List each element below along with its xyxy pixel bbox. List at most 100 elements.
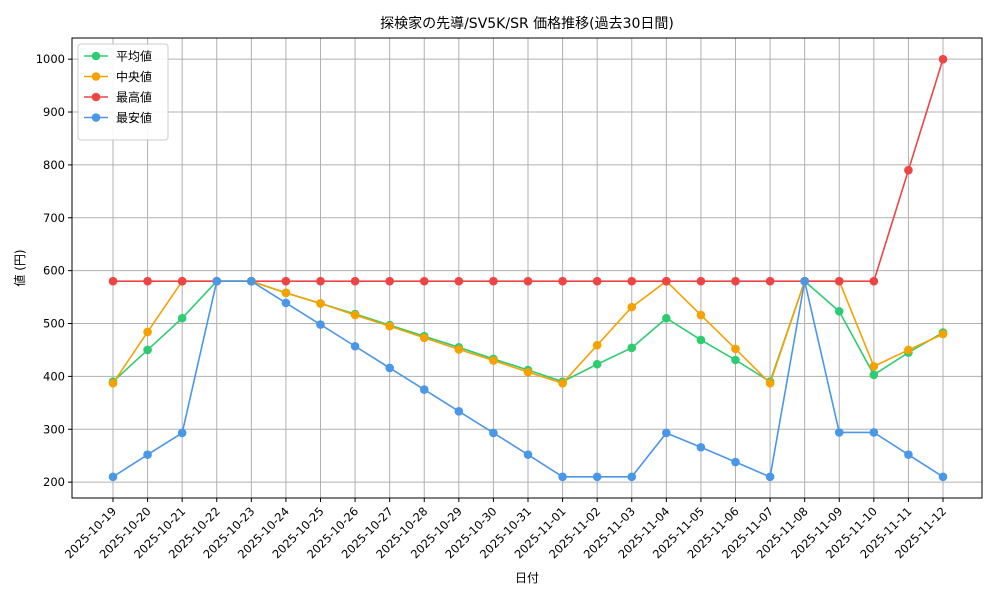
data-point (869, 428, 879, 437)
data-point (281, 276, 291, 286)
data-point (281, 298, 291, 308)
data-point (143, 345, 152, 355)
data-point (834, 276, 844, 286)
data-point (454, 406, 464, 416)
data-point (696, 442, 706, 452)
legend-marker (91, 113, 101, 122)
y-tick-label: 700 (43, 211, 65, 225)
legend-marker (91, 92, 101, 102)
data-point (627, 343, 637, 353)
data-point (523, 367, 533, 377)
data-point (592, 359, 602, 369)
data-point (662, 276, 671, 286)
data-point (143, 276, 152, 286)
data-point (350, 310, 360, 320)
data-point (385, 276, 394, 286)
legend-marker (91, 51, 101, 61)
legend-label: 最安値 (116, 110, 152, 125)
data-point (731, 355, 740, 365)
data-point (385, 321, 394, 331)
data-point (765, 378, 775, 388)
data-point (834, 428, 844, 437)
data-point (247, 276, 256, 286)
data-point (731, 276, 740, 286)
y-tick-label: 800 (43, 158, 65, 172)
data-point (143, 450, 152, 459)
data-point (177, 313, 187, 323)
y-tick-label: 600 (43, 264, 65, 278)
data-point (108, 472, 118, 482)
y-axis: 200 300 400 500 600 700 800 900 1000 (36, 52, 72, 489)
data-point (662, 428, 671, 438)
data-point (834, 307, 844, 316)
legend-label: 最高値 (116, 90, 152, 105)
data-point (869, 370, 879, 380)
data-point (904, 345, 913, 355)
y-tick-label: 300 (43, 422, 65, 436)
data-point (627, 302, 637, 312)
data-point (489, 356, 498, 365)
data-point (731, 344, 740, 354)
data-point (938, 54, 948, 64)
data-point (696, 276, 706, 286)
y-tick-label: 1000 (36, 52, 65, 66)
data-point (662, 313, 671, 323)
data-point (316, 320, 325, 329)
data-point (627, 276, 637, 286)
y-tick-label: 500 (43, 317, 65, 331)
data-point (281, 288, 291, 298)
data-point (177, 276, 187, 286)
legend-box (77, 43, 169, 141)
x-axis-label: 日付 (515, 571, 539, 585)
data-point (454, 276, 464, 286)
legend-label: 中央値 (116, 69, 152, 84)
y-tick-label: 900 (43, 105, 65, 119)
data-point (800, 276, 809, 286)
data-point (489, 276, 498, 286)
data-point (558, 378, 567, 388)
data-point (696, 335, 706, 345)
data-point (765, 276, 775, 286)
data-point (523, 276, 533, 286)
data-point (938, 472, 948, 482)
y-tick-label: 200 (43, 475, 65, 489)
data-point (869, 276, 879, 286)
y-tick-label: 400 (43, 369, 65, 383)
series-layer (108, 54, 948, 482)
y-axis-label: 値 (円) (12, 249, 27, 286)
data-point (523, 450, 533, 459)
data-point (350, 341, 360, 351)
data-point (489, 428, 498, 438)
data-point (592, 472, 602, 482)
data-point (592, 276, 602, 286)
data-point (731, 457, 740, 467)
data-point (419, 385, 429, 394)
grid-layer (72, 38, 982, 498)
data-point (869, 362, 879, 371)
data-point (696, 310, 706, 320)
data-point (419, 333, 429, 343)
legend-marker (91, 72, 101, 81)
data-point (108, 276, 118, 286)
data-point (212, 276, 222, 286)
data-point (938, 329, 948, 339)
data-point (904, 165, 913, 175)
data-point (108, 378, 118, 388)
data-point (904, 450, 913, 459)
data-point (419, 276, 429, 286)
data-point (558, 472, 567, 482)
plot-frame (71, 37, 983, 499)
data-point (316, 276, 325, 286)
data-point (177, 428, 187, 438)
data-point (350, 276, 360, 286)
data-point (627, 472, 637, 482)
legend-label: 平均値 (116, 49, 152, 64)
chart-title: 探検家の先導/SV5K/SR 価格推移(過去30日間) (380, 15, 674, 32)
data-point (316, 299, 325, 308)
data-point (385, 363, 394, 373)
data-point (558, 276, 567, 286)
data-point (765, 472, 775, 482)
